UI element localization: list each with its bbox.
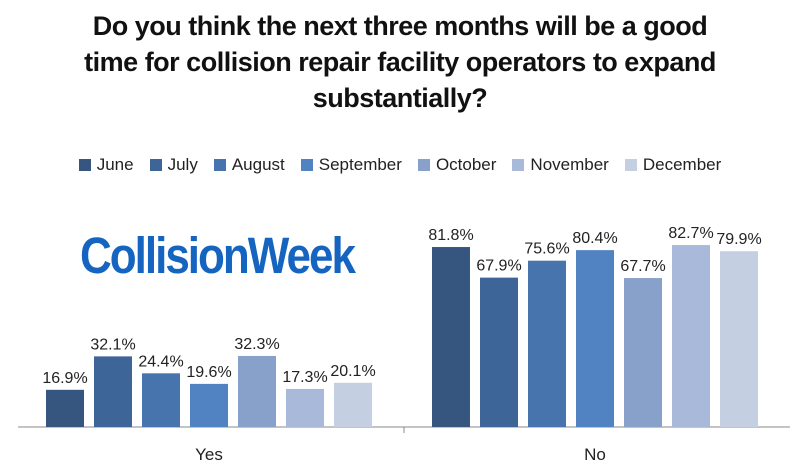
bar-yes-december: [334, 382, 372, 427]
title-line-1: Do you think the next three months will …: [92, 11, 708, 41]
legend-swatch: [213, 159, 226, 171]
legend-label: July: [167, 155, 198, 174]
legend-label: August: [231, 155, 285, 174]
chart-legend: June July August September October November De…: [0, 155, 800, 175]
legend-item-december: December: [624, 155, 722, 175]
data-label: 67.9%: [476, 258, 521, 275]
legend-swatch: [300, 159, 313, 171]
bar-no-november: [672, 245, 710, 427]
legend-swatch: [624, 159, 637, 171]
data-label: 16.9%: [42, 370, 87, 387]
title-line-2: time for collision repair facility opera…: [84, 47, 716, 77]
bar-yes-june: [46, 389, 84, 427]
bar-yes-september: [190, 383, 228, 427]
chart-title: Do you think the next three months will …: [0, 8, 800, 116]
bar-yes-august: [142, 373, 180, 427]
legend-label: November: [530, 155, 609, 174]
bar-yes-november: [286, 388, 324, 427]
data-label: 75.6%: [524, 241, 569, 258]
category-label-no: No: [584, 445, 606, 464]
bar-yes-july: [94, 356, 132, 427]
data-label: 82.7%: [668, 225, 713, 242]
legend-swatch: [417, 159, 430, 171]
bar-no-december: [720, 251, 758, 427]
legend-item-june: June: [78, 155, 134, 175]
bar-no-august: [528, 260, 566, 427]
data-label: 81.8%: [428, 227, 473, 244]
data-label: 67.7%: [620, 258, 665, 275]
data-label: 32.1%: [90, 336, 135, 353]
legend-swatch: [78, 159, 91, 171]
legend-item-november: November: [512, 155, 609, 175]
bar-no-june: [432, 247, 470, 427]
title-line-3: substantially?: [312, 83, 488, 113]
legend-label: June: [96, 155, 134, 174]
data-label: 20.1%: [330, 363, 375, 380]
legend-swatch: [149, 159, 162, 171]
data-label: 79.9%: [716, 231, 761, 248]
data-label: 19.6%: [186, 364, 231, 381]
data-label: 32.3%: [234, 336, 279, 353]
legend-label: October: [435, 155, 497, 174]
legend-label: September: [318, 155, 402, 174]
legend-item-october: October: [417, 155, 497, 175]
legend-swatch: [512, 159, 525, 171]
category-label-yes: Yes: [195, 445, 223, 464]
legend-label: December: [642, 155, 722, 174]
data-label: 80.4%: [572, 230, 617, 247]
bar-yes-october: [238, 355, 276, 427]
legend-item-august: August: [213, 155, 285, 175]
data-label: 17.3%: [282, 369, 327, 386]
legend-item-september: September: [300, 155, 402, 175]
bar-no-september: [576, 250, 614, 427]
bar-no-july: [480, 277, 518, 427]
bar-no-october: [624, 278, 662, 427]
data-label: 24.4%: [138, 353, 183, 370]
legend-item-july: July: [149, 155, 198, 175]
collisionweek-logo: CollisionWeek: [80, 228, 356, 285]
